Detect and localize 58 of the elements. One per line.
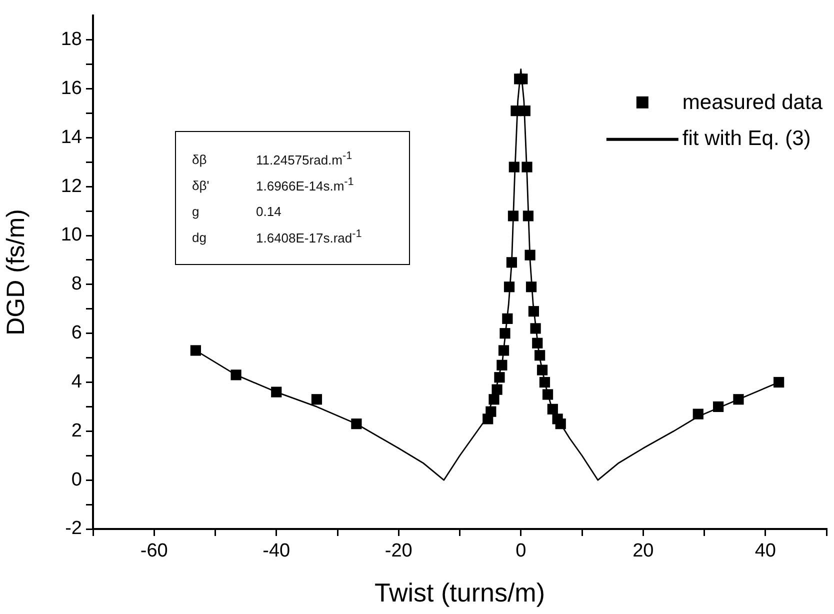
point [526,282,537,292]
point [486,406,496,417]
point [524,250,536,260]
point [530,323,541,334]
point [542,389,554,400]
point [311,394,322,405]
point [733,394,744,405]
point [713,401,724,412]
point [536,364,548,376]
point [547,404,558,414]
point [506,257,518,268]
point [692,408,704,420]
y-tick-label: 16 [60,78,82,100]
point [522,162,532,172]
point [522,210,534,222]
y-tick-label: 4 [71,371,82,392]
point [496,360,508,370]
point [271,386,282,398]
y-tick-label: -2 [65,518,82,540]
point [230,370,242,380]
legend-label: measured data [682,91,823,114]
point [498,345,510,356]
point [539,376,550,388]
point [774,376,784,388]
y-tick-label: 6 [71,322,82,344]
x-tick-label: -20 [384,540,412,562]
legend-label: fit with Eq. (3) [682,127,811,150]
point [190,345,201,356]
point [351,418,362,430]
point [508,210,519,222]
x-tick-label: -60 [140,540,168,562]
point [534,350,546,361]
point [500,328,510,339]
point [555,418,566,430]
y-tick-label: 8 [71,274,82,295]
x-tick-label: 40 [754,540,776,562]
y-axis-title: DGD (fs/m) [2,209,30,336]
y-tick-label: 0 [71,469,82,490]
y-tick-label: 14 [60,126,82,148]
x-tick-label: 0 [516,540,526,562]
x-tick-label: -40 [262,540,290,562]
info-box: δβ 11.24575rad.m$^{-1}$ δβ' 1.6966E-14s.m$^{-1}$ g 0.14 dg 1.6408E-17s.rad$^{-1}$ [175,131,410,265]
x-tick-label: 20 [632,540,654,562]
point [508,162,520,172]
y-tick-label: 12 [60,176,82,197]
y-tick-label: 2 [71,420,82,442]
point [517,74,528,84]
y-tick-label: 10 [60,224,82,246]
point [502,313,513,324]
point [504,282,515,292]
point [520,105,530,116]
y-tick-label: 18 [60,29,82,50]
point [494,372,505,383]
point [492,384,502,395]
x-axis-title: Twist (turns/m) [374,578,545,608]
point [528,306,540,317]
point [532,338,543,348]
point [488,394,500,405]
